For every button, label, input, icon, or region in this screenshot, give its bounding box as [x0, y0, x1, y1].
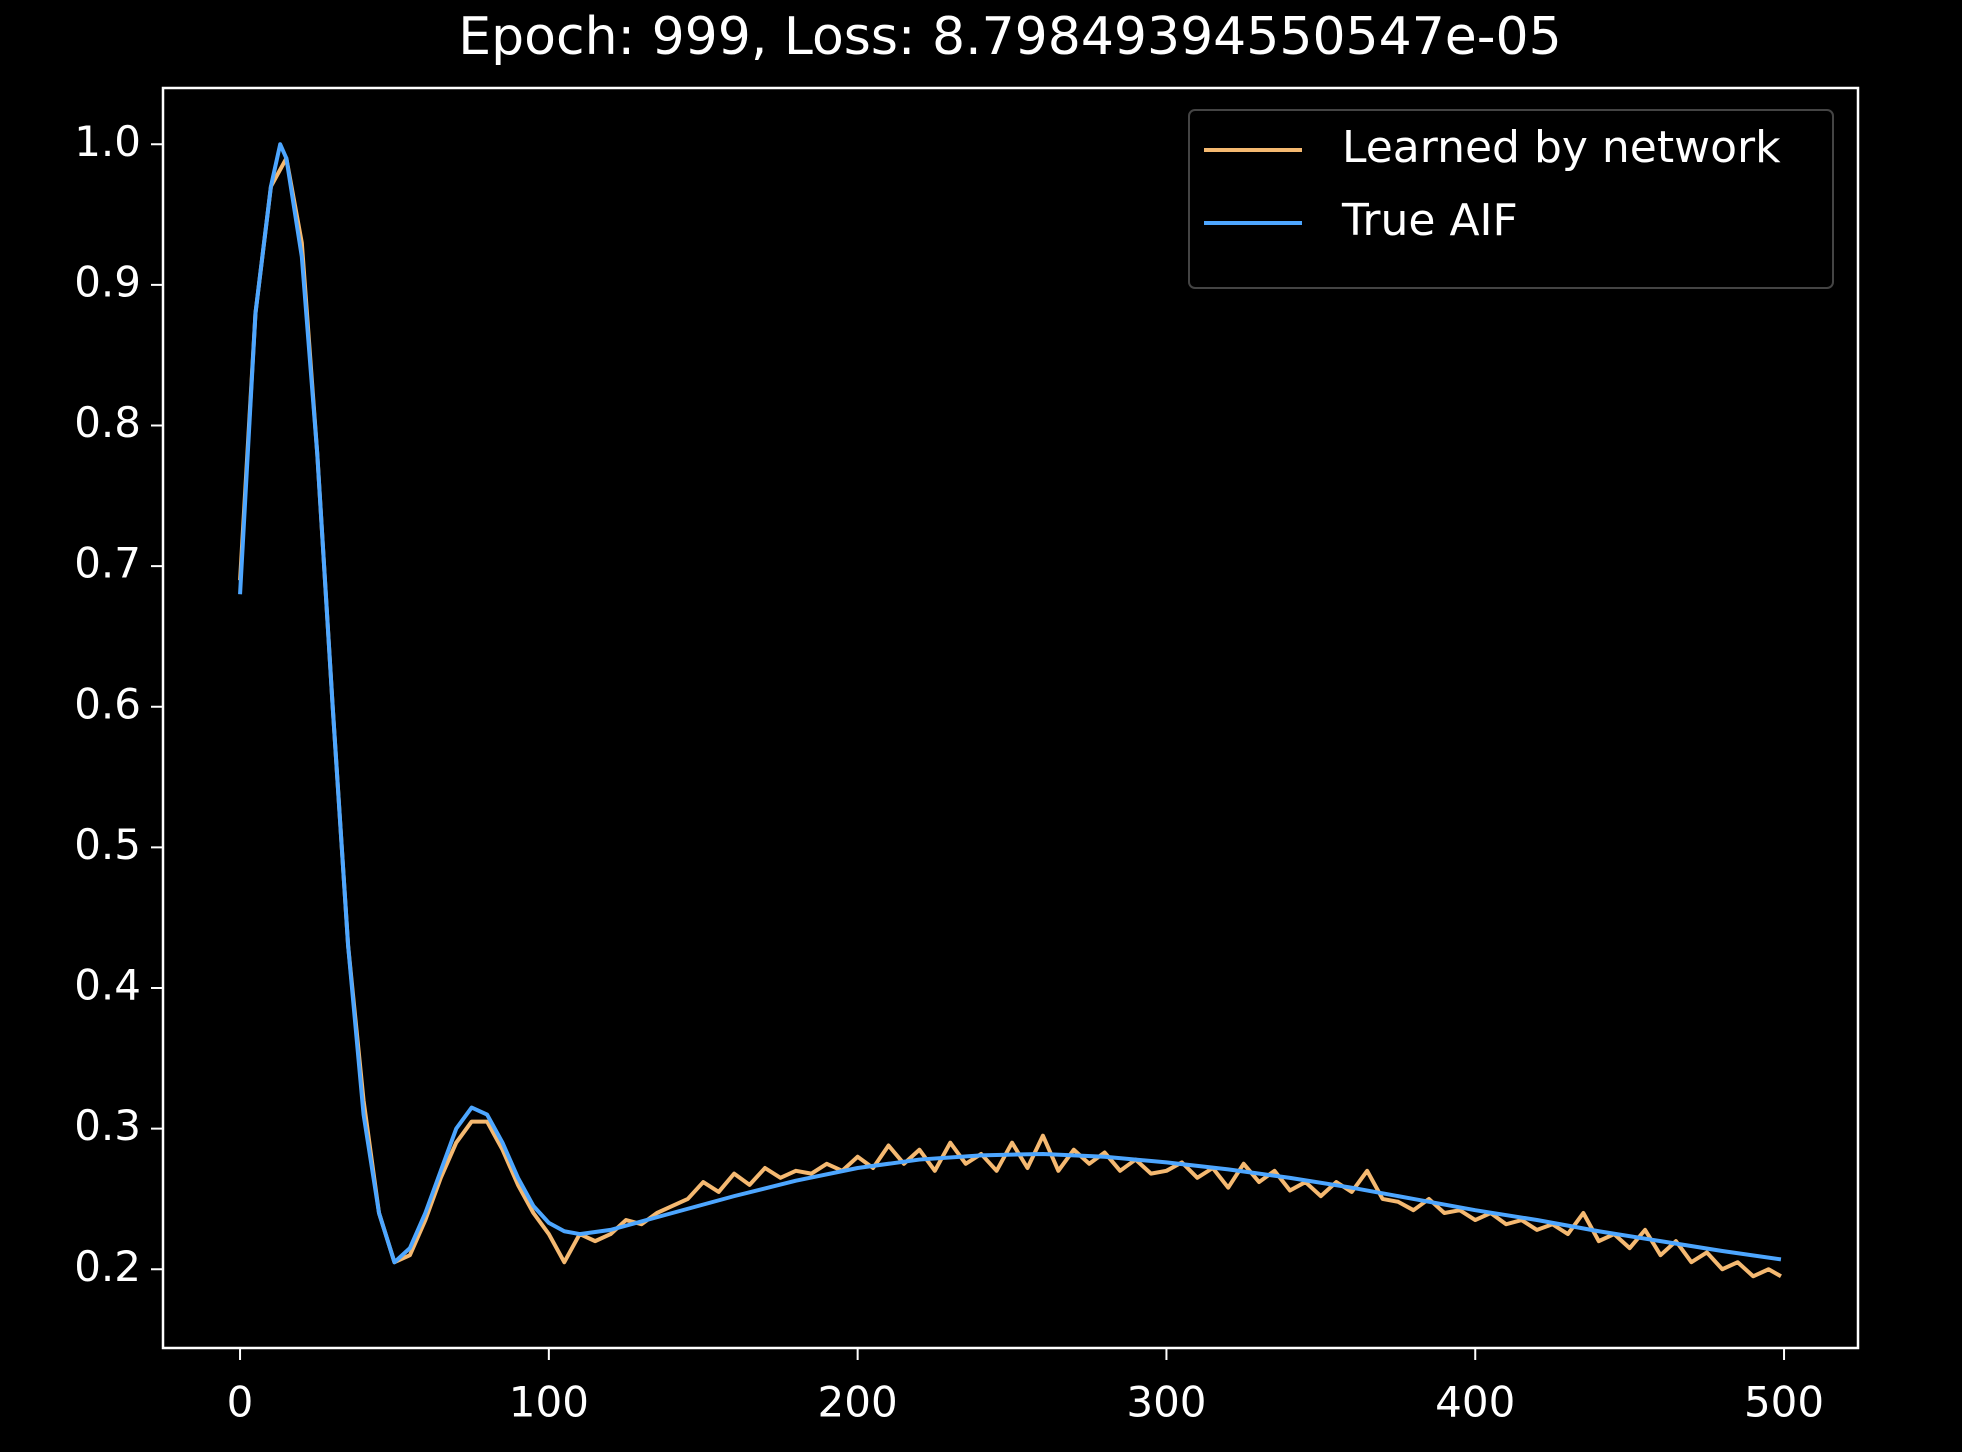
x-tick-label: 0: [227, 1378, 254, 1427]
y-tick-label: 0.9: [74, 257, 141, 306]
chart-title: Epoch: 999, Loss: 8.79849394550547e-05: [458, 7, 1561, 67]
legend-label: True AIF: [1341, 195, 1518, 246]
x-tick-label: 300: [1126, 1378, 1206, 1427]
plot-frame: [161, 86, 1860, 1350]
y-tick-label: 1.0: [74, 117, 141, 166]
legend-box: [1188, 109, 1834, 289]
series-line: [238, 156, 1782, 1279]
x-tick-label: 400: [1435, 1378, 1515, 1427]
legend-label: Learned by network: [1342, 122, 1781, 173]
series-line: [238, 142, 1782, 1265]
y-tick-label: 0.2: [74, 1242, 141, 1291]
y-tick-label: 0.3: [74, 1101, 141, 1150]
y-tick-label: 0.4: [74, 961, 141, 1010]
x-tick-label: 200: [818, 1378, 898, 1427]
y-tick-label: 0.6: [74, 679, 141, 728]
x-tick-label: 100: [509, 1378, 589, 1427]
y-tick-label: 0.8: [74, 398, 141, 447]
x-tick-label: 500: [1744, 1378, 1824, 1427]
y-tick-label: 0.7: [74, 539, 141, 588]
y-tick-label: 0.5: [74, 820, 141, 869]
